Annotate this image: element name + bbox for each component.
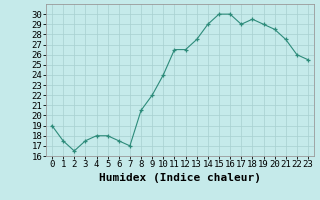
X-axis label: Humidex (Indice chaleur): Humidex (Indice chaleur) <box>99 173 261 183</box>
